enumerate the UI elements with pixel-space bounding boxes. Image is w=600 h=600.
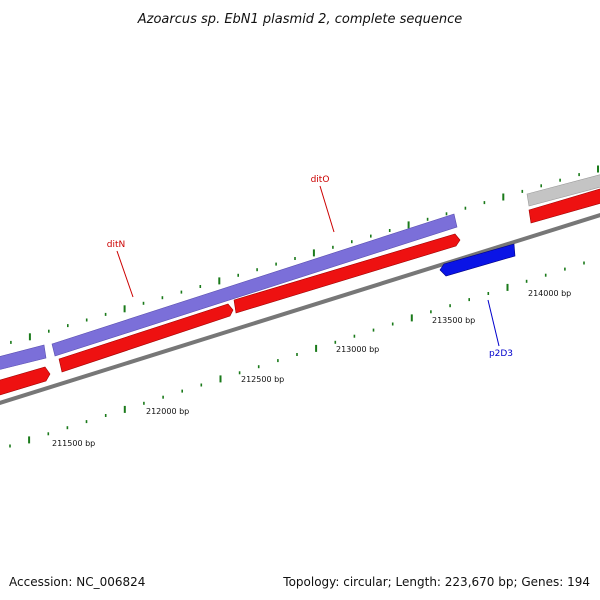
accession-text: Accession: NC_006824 — [9, 575, 145, 589]
reverse-cds-segment[interactable] — [528, 186, 600, 224]
reverse-cds-segment[interactable] — [0, 366, 51, 398]
ruler-label: 213000 bp — [336, 345, 379, 354]
sequence-backbone — [0, 213, 600, 405]
forward-cds-segment[interactable] — [0, 344, 47, 372]
p2D3-label: p2D3 — [489, 349, 513, 359]
ruler-label: 214000 bp — [528, 289, 571, 298]
outer-tick-row — [10, 165, 599, 344]
gene-label-ditO[interactable]: ditO — [311, 175, 335, 233]
inner-tick-row — [9, 261, 585, 448]
ruler-label: 212000 bp — [146, 407, 189, 416]
reverse-cds-segment[interactable] — [58, 303, 234, 373]
p2D3-gene[interactable] — [439, 243, 516, 277]
ditN-label: ditN — [107, 240, 125, 250]
gene-label-ditN[interactable]: ditN — [107, 240, 134, 298]
ruler-labels: 211500 bp 212000 bp 212500 bp 213000 bp … — [52, 289, 571, 448]
summary-text: Topology: circular; Length: 223,670 bp; … — [282, 575, 590, 589]
map-title: Azoarcus sp. EbN1 plasmid 2, complete se… — [137, 12, 462, 27]
ruler-label: 211500 bp — [52, 439, 95, 448]
gene-label-p2D3[interactable]: p2D3 — [487, 299, 513, 359]
ditO-label: ditO — [311, 175, 330, 185]
reverse-cds-track — [0, 186, 600, 398]
other-feature-segment[interactable] — [526, 172, 600, 207]
forward-cds-track — [0, 172, 600, 372]
forward-cds-segment[interactable] — [51, 213, 458, 357]
ruler-label: 212500 bp — [241, 375, 284, 384]
reverse-cds-segment[interactable] — [233, 233, 461, 314]
ruler-label: 213500 bp — [432, 316, 475, 325]
